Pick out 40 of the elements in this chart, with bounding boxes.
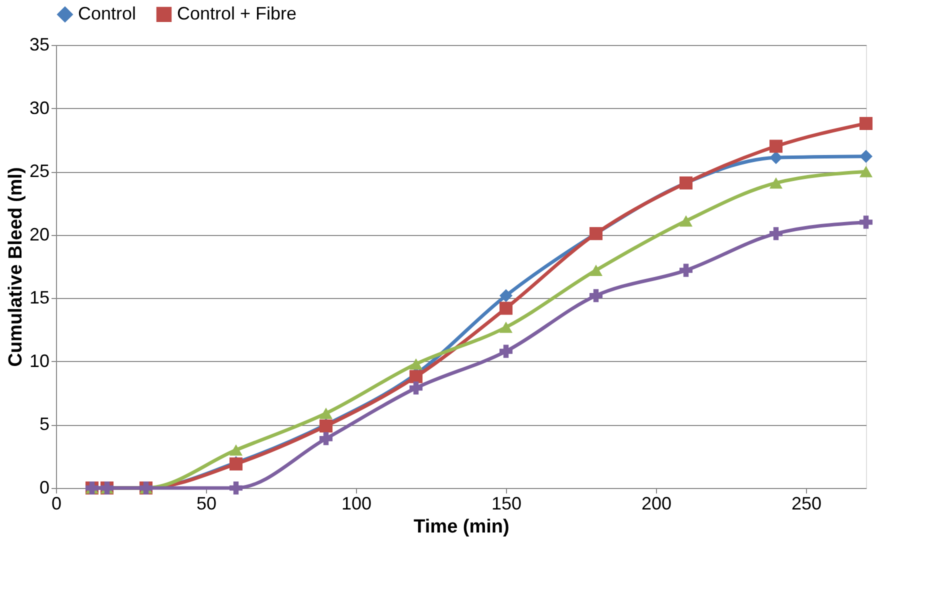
- point: [409, 381, 423, 395]
- x-tick-label: 100: [341, 494, 372, 514]
- legend-label: Control + Fibre: [177, 3, 297, 24]
- point: [769, 227, 783, 240]
- y-tick-label: 25: [29, 161, 50, 182]
- y-axis-title: Cumulative Bleed (ml): [5, 167, 26, 367]
- y-tick-label: 30: [29, 98, 50, 118]
- point: [859, 166, 873, 178]
- point: [769, 151, 783, 164]
- x-tick-label: 200: [641, 494, 672, 514]
- point: [859, 216, 873, 229]
- point: [409, 358, 423, 370]
- y-tick-label: 5: [39, 414, 50, 434]
- point: [229, 481, 243, 495]
- point: [499, 344, 513, 358]
- point: [769, 177, 783, 189]
- x-tick-label: 50: [196, 494, 217, 514]
- x-tick-label: 250: [791, 494, 822, 514]
- point: [859, 116, 873, 130]
- y-tick-label: 35: [29, 34, 50, 54]
- point: [769, 140, 783, 153]
- y-tick-label: 15: [29, 288, 50, 308]
- x-tick-label: 150: [491, 494, 522, 514]
- point: [319, 408, 333, 419]
- y-tick-label: 20: [29, 224, 50, 244]
- y-tick-label: 10: [29, 350, 50, 371]
- point: [499, 289, 513, 302]
- point: [319, 432, 333, 446]
- point: [859, 150, 873, 163]
- point: [679, 264, 693, 277]
- point: [229, 444, 243, 456]
- point: [589, 264, 603, 276]
- point: [409, 370, 423, 384]
- x-axis-title: Time (min): [414, 516, 510, 538]
- legend-label: Control: [78, 3, 136, 24]
- point: [499, 302, 513, 315]
- point: [679, 215, 693, 227]
- point: [589, 289, 603, 302]
- point: [499, 322, 513, 333]
- y-tick-label: 0: [39, 478, 50, 498]
